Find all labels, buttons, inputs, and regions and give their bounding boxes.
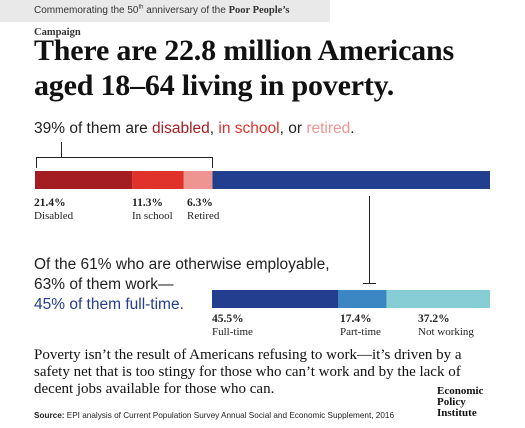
value-not-working: 37.2% <box>418 313 450 325</box>
subtitle-retired: retired <box>306 120 351 137</box>
logo-line-2: Policy <box>437 396 466 408</box>
value-part-time: 17.4% <box>340 313 372 325</box>
poverty-composition-bar <box>35 171 490 189</box>
employable-line-2: 63% of them work— <box>34 276 174 293</box>
subtitle-disabled: disabled <box>152 120 210 137</box>
bar-segment-disabled <box>35 171 133 189</box>
bar-segment-otherwise-employable <box>212 171 490 189</box>
name-part-time: Part-time <box>340 326 381 338</box>
bar-segment-in-school <box>132 171 184 189</box>
name-not-working: Not working <box>418 326 474 338</box>
label-not-working: 37.2% Not working <box>418 313 474 339</box>
bar-segment-retired <box>183 171 213 189</box>
bar-segment-part-time <box>338 290 387 308</box>
banner-text-pre: Commemorating the 50 <box>34 5 139 16</box>
title-line-1: There are 22.8 million Americans <box>34 34 454 67</box>
label-part-time: 17.4% Part-time <box>340 313 381 339</box>
bar-segment-full-time <box>212 290 339 308</box>
employable-line-1: Of the 61% who are otherwise employable, <box>34 256 330 273</box>
name-retired: Retired <box>187 210 220 222</box>
name-in-school: In school <box>132 210 173 222</box>
subtitle-lead: 39% of them are <box>34 120 153 137</box>
bracket <box>36 157 213 168</box>
employable-line-3: 45% of them full-time. <box>34 296 184 313</box>
value-disabled: 21.4% <box>34 197 66 209</box>
subtitle-end: . <box>350 120 355 137</box>
employable-work-status-bar <box>212 290 490 308</box>
bar-segment-not-working <box>386 290 490 308</box>
title-line-2: aged 18–64 living in poverty. <box>34 69 395 102</box>
subtitle-in-school: in school <box>218 120 280 137</box>
not-employable-subtitle: 39% of them are disabled, in school, or … <box>34 120 355 138</box>
value-in-school: 11.3% <box>132 197 163 209</box>
logo-line-3: Institute <box>437 407 477 419</box>
employable-subtitle: Of the 61% who are otherwise employable,… <box>34 255 330 315</box>
subtitle-sep-2: , or <box>279 120 307 137</box>
banner-text-mid: anniversary of the <box>143 5 229 16</box>
label-in-school: 11.3% In school <box>132 197 173 223</box>
label-full-time: 45.5% Full-time <box>212 313 253 339</box>
name-disabled: Disabled <box>34 210 74 222</box>
source-text: EPI analysis of Current Population Surve… <box>64 411 394 420</box>
banner: Commemorating the 50th anniversary of th… <box>0 0 330 38</box>
name-full-time: Full-time <box>212 326 253 338</box>
value-full-time: 45.5% <box>212 313 244 325</box>
source-label: Source: <box>34 411 65 420</box>
explanation-text: Poverty isn’t the result of Americans re… <box>34 347 462 397</box>
label-retired: 6.3% Retired <box>187 197 219 223</box>
banner-campaign-name: Poor People’s Campaign <box>34 5 290 38</box>
source-note: Source: EPI analysis of Current Populati… <box>34 411 394 420</box>
logo-line-1: Economic <box>437 385 484 397</box>
value-retired: 6.3% <box>187 197 213 209</box>
epi-logo: Economic Policy Institute <box>437 386 483 419</box>
banner-superscript: th <box>138 4 144 11</box>
page-title: There are 22.8 million Americans aged 18… <box>34 33 504 103</box>
label-disabled: 21.4% Disabled <box>34 197 73 223</box>
subtitle-sep-1: , <box>209 120 219 137</box>
